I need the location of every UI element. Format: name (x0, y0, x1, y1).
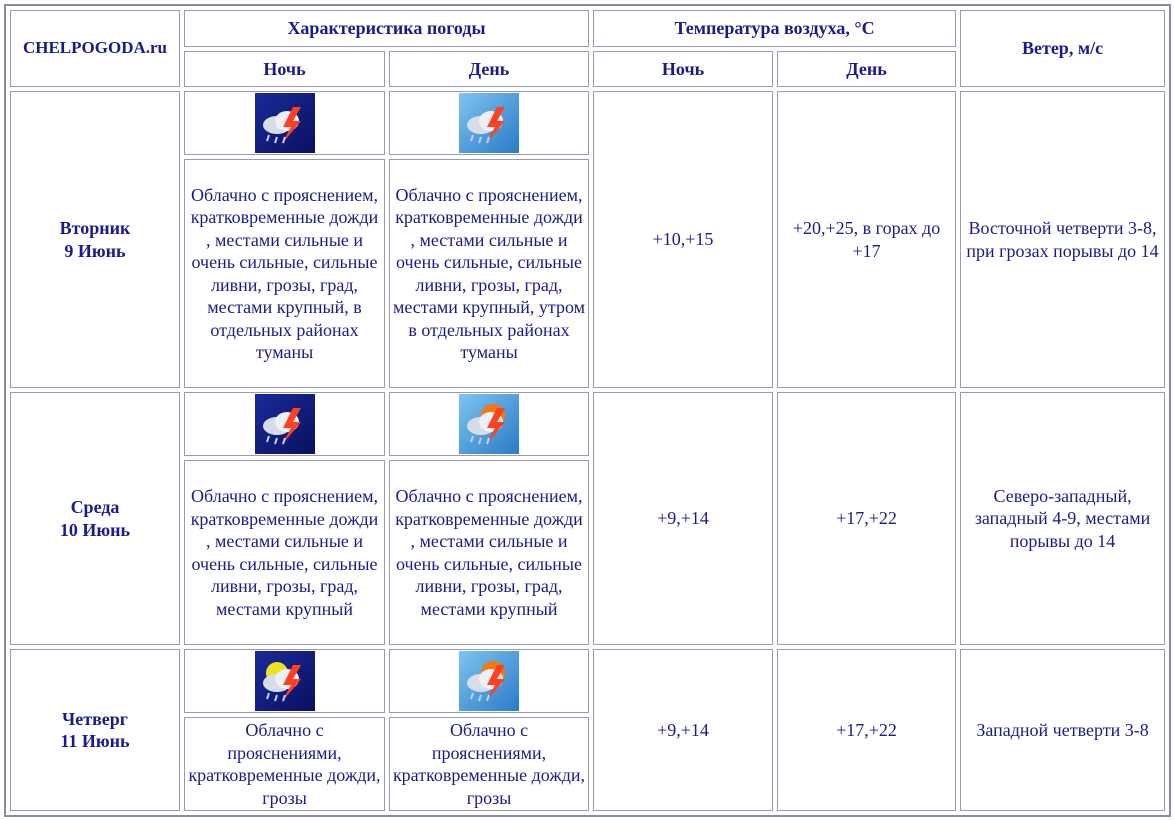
day-icon-cell (389, 392, 590, 456)
weekday: Среда (70, 497, 120, 517)
weather-icon (254, 651, 315, 711)
day-header: День (389, 51, 590, 87)
weather-table: CHELPOGODA.ru Характеристика погоды Темп… (4, 4, 1172, 817)
date: 11 Июнь (60, 731, 130, 751)
night-header: Ночь (593, 51, 774, 87)
weather-icon (254, 93, 315, 153)
day-row-text: Облачно с прояснением, кратковременные д… (10, 460, 1165, 645)
day-description: Облачно с прояснением, кратковременные д… (389, 159, 590, 388)
night-icon-cell (184, 649, 385, 713)
temp-day: +20,+25, в горах до +17 (777, 91, 957, 388)
day-label: Четверг 11 Июнь (10, 649, 180, 811)
wind: Восточной четверти 3-8, при грозах порыв… (960, 91, 1166, 388)
wind: Западной четверти 3-8 (960, 649, 1166, 811)
temp-night: +9,+14 (593, 649, 774, 811)
day-row-text: Облачно с прояснением, кратковременные д… (10, 159, 1165, 388)
temp-night: +9,+14 (593, 392, 774, 645)
day-icon-cell (389, 649, 590, 713)
temp-day: +17,+22 (777, 392, 957, 645)
night-header: Ночь (184, 51, 385, 87)
day-label: Среда 10 Июнь (10, 392, 180, 645)
night-icon-cell (184, 392, 385, 456)
weather-header: Характеристика погоды (184, 10, 590, 47)
weather-icon (459, 651, 519, 711)
day-description: Облачно с прояснениями, кратковременные … (389, 717, 590, 811)
date: 9 Июнь (64, 240, 126, 261)
weather-icon (459, 93, 519, 153)
day-row: Четверг 11 Июнь +9,+14 +17,+22 Западной ч… (10, 649, 1166, 811)
night-description: Облачно с прояснением, кратковременные д… (184, 460, 385, 645)
day-row-text: Облачно с прояснениями, кратковременные … (10, 717, 1165, 811)
day-label: Вторник 9 Июнь (10, 91, 180, 388)
wind: Северо-западный, западный 4-9, местами п… (960, 392, 1166, 645)
night-description: Облачно с прояснениями, кратковременные … (184, 717, 385, 811)
temperature-header: Температура воздуха, °C (593, 10, 957, 47)
temp-night: +10,+15 (593, 91, 774, 388)
wind-header: Ветер, м/с (960, 10, 1166, 87)
day-description: Облачно с прояснением, кратковременные д… (389, 460, 590, 645)
date: 10 Июнь (59, 519, 131, 540)
weather-icon (254, 394, 315, 454)
temp-day: +17,+22 (777, 649, 957, 811)
day-row: Вторник 9 Июнь +10,+15 +20,+25, в горах д… (10, 91, 1166, 388)
night-icon-cell (184, 91, 385, 155)
site-name: CHELPOGODA.ru (10, 10, 180, 87)
day-icon-cell (389, 91, 590, 155)
weekday: Четверг (62, 708, 128, 729)
night-description: Облачно с прояснением, кратковременные д… (184, 159, 385, 388)
weekday: Вторник (59, 218, 131, 238)
day-row: Среда 10 Июнь +9,+14 +17,+22 Северо-запад… (10, 392, 1166, 645)
weather-icon (459, 394, 519, 454)
day-header: День (777, 51, 957, 87)
